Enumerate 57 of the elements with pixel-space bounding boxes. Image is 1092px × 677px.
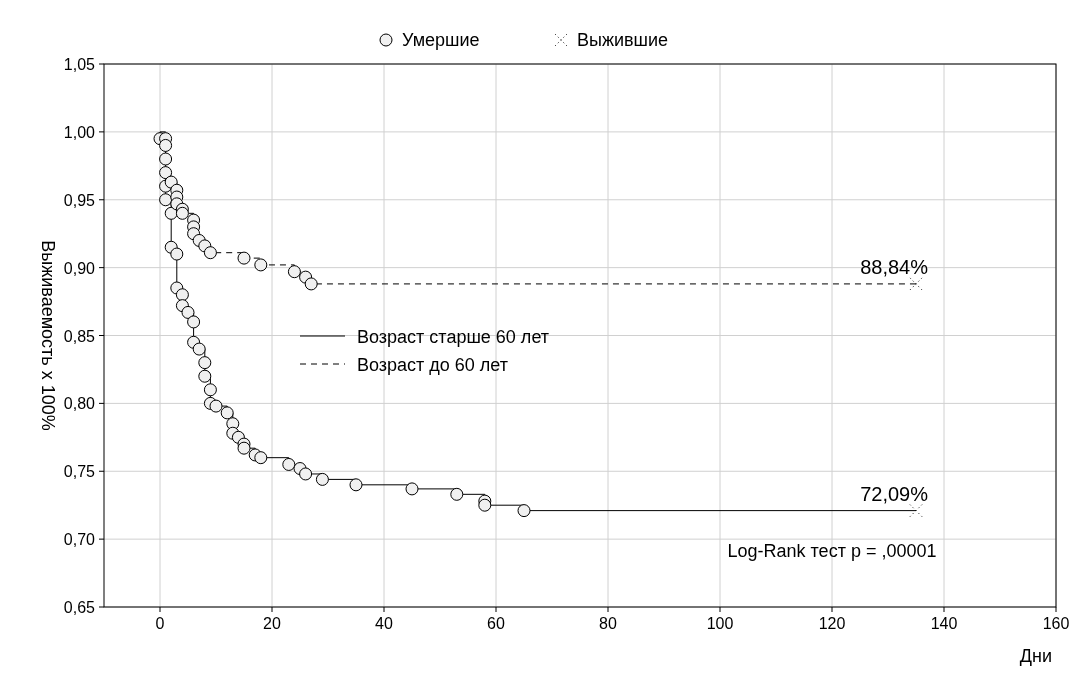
y-tick-label: 0,75 — [63, 463, 96, 481]
legend-label: Возраст старше 60 лет — [357, 327, 550, 347]
point — [349, 478, 363, 492]
annotation: 88,84% — [860, 255, 929, 278]
x-tick-label: 20 — [263, 615, 281, 632]
y-tick-label: 0,65 — [63, 599, 96, 616]
y-tick-label: 0,85 — [63, 327, 96, 345]
point — [170, 247, 184, 261]
point — [203, 246, 217, 260]
x-tick-label: 40 — [375, 615, 393, 632]
point — [198, 356, 212, 370]
point — [254, 451, 268, 465]
x-tick-label: 0 — [155, 615, 165, 632]
point — [517, 504, 531, 518]
x-tick-label: 100 — [706, 615, 734, 632]
x-tick-label: 140 — [930, 615, 958, 632]
y-tick-label: 1,00 — [63, 123, 96, 141]
y-tick-label: 0,70 — [63, 531, 96, 549]
point — [192, 342, 206, 356]
y-tick-label: 0,80 — [63, 395, 96, 413]
point — [203, 383, 217, 397]
x-tick-label: 80 — [599, 615, 617, 632]
point — [187, 315, 201, 329]
point — [237, 441, 251, 455]
point — [287, 265, 301, 279]
point — [159, 193, 173, 207]
point — [405, 482, 419, 496]
point — [175, 206, 189, 220]
point — [209, 399, 223, 413]
legend-label: Умершие — [402, 30, 480, 50]
point — [315, 472, 329, 486]
point — [237, 251, 251, 265]
y-tick-label: 0,90 — [63, 259, 96, 277]
point — [175, 288, 189, 302]
legend-label: Возраст до 60 лет — [357, 355, 509, 375]
point — [159, 166, 173, 180]
annotation: Log-Rank тест p = ,00001 — [727, 541, 937, 561]
legend-label: Выжившие — [577, 30, 669, 50]
point — [159, 138, 173, 152]
point — [159, 152, 173, 166]
x-axis-title: Дни — [1019, 646, 1052, 666]
point — [282, 457, 296, 471]
x-tick-label: 160 — [1042, 615, 1070, 632]
y-tick-label: 0,95 — [63, 191, 96, 209]
point — [450, 487, 464, 501]
point — [181, 305, 195, 319]
x-tick-label: 120 — [818, 615, 846, 632]
y-axis-title: Выживаемость x 100% — [38, 240, 58, 431]
point — [304, 277, 318, 291]
point — [299, 467, 313, 481]
point — [254, 258, 268, 272]
y-tick-label: 1,05 — [63, 56, 96, 73]
point — [220, 406, 234, 420]
x-tick-label: 60 — [487, 615, 505, 632]
point — [198, 369, 212, 383]
annotation: 72,09% — [860, 482, 929, 505]
point — [478, 498, 492, 512]
